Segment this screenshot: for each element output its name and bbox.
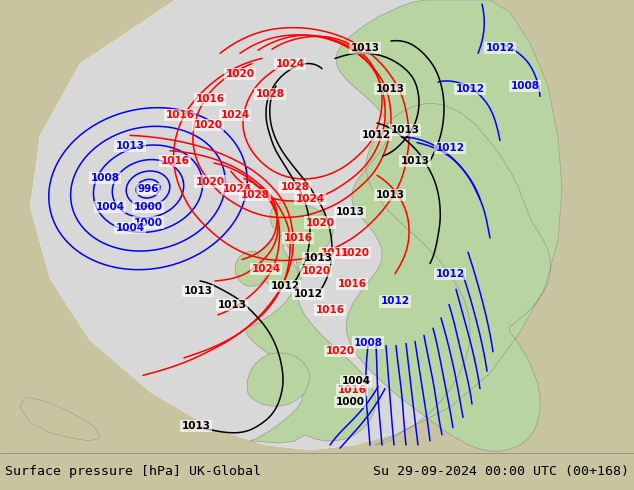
Text: 1013: 1013 (304, 253, 332, 264)
Text: 1013: 1013 (217, 299, 247, 310)
Polygon shape (246, 201, 376, 443)
Text: 1028: 1028 (240, 190, 269, 200)
Polygon shape (30, 0, 562, 450)
Text: 1016: 1016 (337, 279, 366, 289)
Text: 1000: 1000 (134, 202, 162, 212)
Text: 1024: 1024 (252, 264, 281, 274)
Text: 1012: 1012 (455, 84, 484, 94)
Text: 1008: 1008 (510, 81, 540, 91)
Text: 1016: 1016 (160, 156, 190, 166)
Text: 1020: 1020 (302, 266, 330, 276)
Text: 1012: 1012 (486, 43, 515, 53)
Text: 1013: 1013 (375, 190, 404, 200)
Text: 1008: 1008 (354, 338, 382, 347)
Polygon shape (336, 0, 562, 451)
Text: 996: 996 (137, 184, 158, 194)
Polygon shape (20, 397, 100, 441)
Text: 1024: 1024 (275, 59, 304, 69)
Text: 1020: 1020 (193, 120, 223, 130)
Text: 1004: 1004 (115, 222, 145, 233)
Text: 1024: 1024 (221, 110, 250, 120)
Text: 1028: 1028 (280, 182, 309, 192)
Text: 1013: 1013 (375, 84, 404, 94)
Polygon shape (235, 251, 266, 286)
Text: 1028: 1028 (256, 89, 285, 99)
Polygon shape (256, 236, 298, 286)
Text: 1020: 1020 (306, 218, 335, 227)
Text: 1012: 1012 (380, 296, 410, 306)
Polygon shape (247, 353, 310, 406)
Text: 1004: 1004 (342, 376, 370, 387)
Text: 1016: 1016 (321, 248, 349, 258)
Text: 1016: 1016 (283, 233, 313, 243)
Text: 1008: 1008 (91, 173, 119, 183)
Text: 1016: 1016 (165, 110, 195, 120)
Text: 1016: 1016 (316, 305, 344, 315)
Text: 1012: 1012 (436, 143, 465, 153)
Text: Su 29-09-2024 00:00 UTC (00+168): Su 29-09-2024 00:00 UTC (00+168) (373, 466, 629, 478)
Text: 1000: 1000 (335, 397, 365, 407)
Text: 1016: 1016 (337, 385, 366, 394)
Text: 1013: 1013 (351, 43, 380, 53)
Text: 1020: 1020 (195, 176, 224, 187)
Polygon shape (30, 0, 562, 450)
Text: 1016: 1016 (195, 95, 224, 104)
Text: 1012: 1012 (271, 281, 299, 291)
Text: 1020: 1020 (226, 69, 254, 79)
Text: 1012: 1012 (361, 130, 391, 140)
Text: 1013: 1013 (335, 207, 365, 217)
Text: 1004: 1004 (96, 202, 124, 212)
Text: 1013: 1013 (115, 141, 145, 150)
Text: 1020: 1020 (340, 248, 370, 258)
Text: 1013: 1013 (401, 156, 429, 166)
Text: 1024: 1024 (295, 194, 325, 204)
Text: 1020: 1020 (325, 346, 354, 356)
Text: 1013: 1013 (181, 420, 210, 431)
Text: 1013: 1013 (183, 286, 212, 296)
Text: 1012: 1012 (294, 289, 323, 299)
Text: 1012: 1012 (436, 269, 465, 279)
Text: 1024: 1024 (223, 184, 252, 194)
Text: 1013: 1013 (391, 125, 420, 135)
Text: Surface pressure [hPa] UK-Global: Surface pressure [hPa] UK-Global (5, 466, 261, 478)
Text: 1000: 1000 (134, 218, 162, 227)
